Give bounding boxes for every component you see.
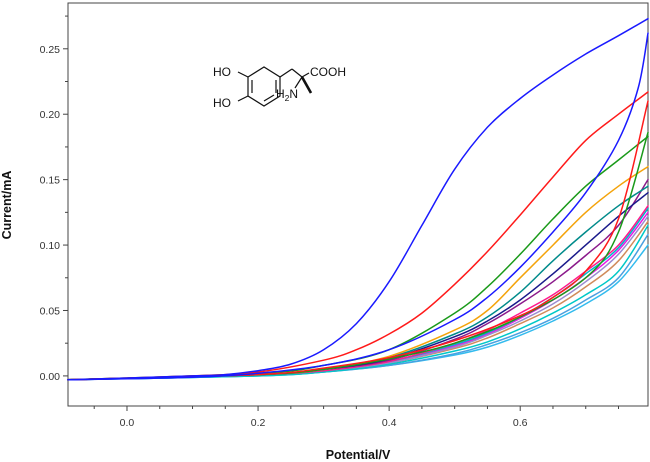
series-line-2 (67, 32, 649, 381)
ticks-layer: 0.0 0.2 0.4 0.6 0.00 0.05 0.10 0.15 0.20 0.25 (40, 15, 620, 429)
molecule-amine-subscript: 2 (285, 93, 290, 103)
x-axis-title: Potential/V (326, 448, 391, 462)
molecule-carboxyl: COOH (310, 65, 346, 79)
x-tick-label: 0.6 (513, 417, 528, 429)
y-tick-label: 0.25 (40, 44, 61, 56)
series-line-13 (67, 215, 649, 381)
plot-border (67, 2, 649, 407)
series-line-1 (67, 17, 649, 381)
molecule-hydroxyl-top: HO (213, 65, 231, 79)
y-tick-label: 0.20 (40, 109, 61, 121)
series-line-9 (67, 191, 649, 381)
y-axis-title: Current/mA (0, 171, 14, 240)
molecule-amine-h: H (276, 87, 285, 101)
series-line-3 (67, 91, 649, 381)
series-line-7 (67, 165, 649, 381)
molecule-structure (237, 66, 313, 107)
series-line-14 (67, 220, 649, 381)
x-tick-label: 0.0 (120, 417, 135, 429)
y-tick-label: 0.00 (40, 371, 61, 383)
molecule-bonds (237, 66, 313, 107)
y-tick-label: 0.15 (40, 175, 61, 187)
series-line-15 (67, 224, 649, 381)
series-line-5 (67, 135, 649, 381)
series-layer (67, 17, 649, 381)
series-line-4 (67, 100, 649, 381)
molecule-hydroxyl-bottom: HO (213, 96, 231, 110)
y-tick-label: 0.10 (40, 240, 61, 252)
series-line-6 (67, 131, 649, 381)
series-line-8 (67, 185, 649, 381)
x-tick-label: 0.4 (382, 417, 397, 429)
molecule-amine-n: N (289, 87, 298, 101)
x-tick-label: 0.2 (251, 417, 266, 429)
y-tick-label: 0.05 (40, 305, 61, 317)
molecule-amine: H2N (276, 87, 298, 103)
plot-area (67, 2, 649, 407)
